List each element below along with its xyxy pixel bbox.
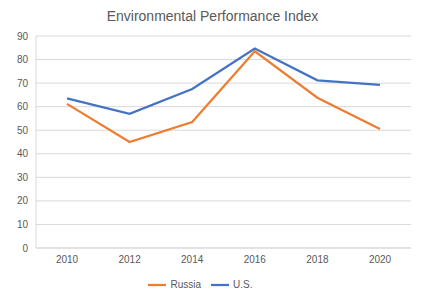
svg-text:50: 50: [17, 125, 29, 136]
svg-text:10: 10: [17, 219, 29, 230]
svg-text:30: 30: [17, 172, 29, 183]
svg-text:2018: 2018: [306, 254, 329, 265]
html-text:U.S.: U.S.: [233, 278, 253, 290]
html-text:Environmental Performance Inde: Environmental Performance Index: [106, 8, 319, 24]
svg-text:90: 90: [17, 31, 29, 42]
svg-text:60: 60: [17, 101, 29, 112]
svg-text:2012: 2012: [118, 254, 141, 265]
svg-text:2014: 2014: [181, 254, 204, 265]
svg-text:2016: 2016: [244, 254, 267, 265]
svg-text:0: 0: [22, 243, 28, 254]
svg-text:40: 40: [17, 148, 29, 159]
svg-text:20: 20: [17, 195, 29, 206]
svg-text:70: 70: [17, 78, 29, 89]
html-text:Russia: Russia: [170, 278, 202, 290]
svg-text:2020: 2020: [369, 254, 392, 265]
svg-text:2010: 2010: [56, 254, 79, 265]
svg-text:80: 80: [17, 54, 29, 65]
